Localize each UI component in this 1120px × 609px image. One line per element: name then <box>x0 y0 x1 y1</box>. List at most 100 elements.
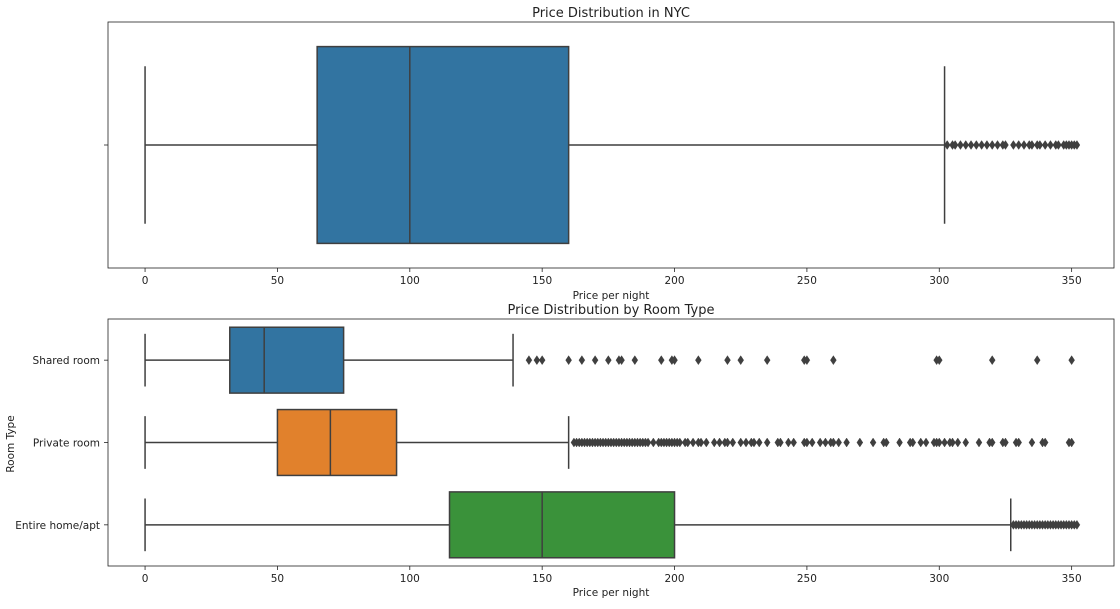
chart-2-x-tick-label: 250 <box>797 573 817 585</box>
chart-2-outlier-point <box>1041 437 1049 448</box>
chart-2-outlier-point <box>631 355 639 366</box>
chart-2-outlier-point <box>869 437 877 448</box>
chart-2-x-axis-label: Price per night <box>573 587 650 599</box>
chart-2-outlier-point <box>650 437 657 448</box>
chart-1-outlier-point <box>962 140 969 150</box>
chart-1-x-axis-label: Price per night <box>573 290 650 302</box>
chart-2-x-tick-label: 50 <box>271 573 284 585</box>
chart-2-outlier-point <box>808 437 816 448</box>
chart-1: Price Distribution in NYC Price per nigh… <box>104 6 1115 302</box>
chart-2-outlier-point <box>941 437 948 448</box>
chart-1-outlier-point <box>1036 140 1044 150</box>
chart-2-outlier-point <box>1015 437 1022 448</box>
chart-2-outlier-point <box>742 437 750 448</box>
chart-2-outlier-point <box>618 355 625 366</box>
chart-2-outlier-point <box>1068 355 1075 366</box>
chart-2-outlier-point <box>737 355 744 366</box>
chart-2-outlier-point <box>909 437 917 448</box>
chart-2-outlier-point <box>565 355 572 366</box>
chart-2-outlier-point <box>830 355 837 366</box>
chart-2-outlier-point <box>578 355 586 366</box>
chart-2-x-tick-label: 300 <box>929 573 949 585</box>
chart-2-outlier-point <box>756 437 763 448</box>
chart-2-outlier-point <box>724 437 731 448</box>
chart-2-outlier-point <box>975 437 983 448</box>
chart-2-outlier-point <box>803 437 811 448</box>
chart-2-outlier-point <box>962 437 969 448</box>
chart-2-outlier-point <box>644 437 652 448</box>
chart-2-outlier-point <box>896 437 903 448</box>
chart-2-outlier-point <box>1033 355 1041 366</box>
chart-2-outlier-point <box>954 437 962 448</box>
chart-2-outlier-point <box>1028 437 1036 448</box>
chart-2-outlier-point <box>785 437 792 448</box>
chart-1-x-tick-label: 350 <box>1062 275 1082 287</box>
chart-2-outlier-point <box>729 437 737 448</box>
chart-2-outlier-point <box>936 355 943 366</box>
chart-2-outlier-point <box>703 437 710 448</box>
chart-2-outlier-point <box>763 437 771 448</box>
chart-2-outlier-point <box>605 355 612 366</box>
chart-2-x-tick-label: 350 <box>1062 573 1082 585</box>
chart-2-box <box>276 408 398 477</box>
chart-1-outlier-point <box>1010 140 1017 150</box>
chart-2-outlier-point <box>1073 519 1081 530</box>
chart-2-box <box>229 326 345 394</box>
chart-2-y-tick-label: Entire home/apt <box>15 520 100 532</box>
chart-1-outlier-point <box>1073 140 1081 150</box>
chart-2-outlier-point <box>917 437 924 448</box>
chart-1-outlier-point <box>994 140 1001 150</box>
chart-2-outlier-point <box>988 437 996 448</box>
chart-1-title: Price Distribution in NYC <box>532 6 690 21</box>
chart-2-outlier-point <box>790 437 797 448</box>
chart-1-plot-area: 0 50 100 150 200 250 300 350 <box>104 21 1115 287</box>
chart-2-outlier-point <box>822 437 829 448</box>
chart-2-outlier-point <box>697 437 705 448</box>
chart-1-x-tick-label: 150 <box>532 275 552 287</box>
chart-2-outlier-point <box>750 437 758 448</box>
chart-2-outlier-point <box>533 355 541 366</box>
chart-2-y-axis-label: Room Type <box>5 415 17 472</box>
chart-2-outlier-point <box>1002 437 1009 448</box>
chart-2-outlier-point <box>830 437 837 448</box>
chart-1-outlier-point <box>983 140 991 150</box>
chart-2-x-tick-label: 100 <box>400 573 420 585</box>
chart-1-outlier-point <box>943 140 951 150</box>
chart-2-outlier-point <box>803 355 811 366</box>
chart-2-outlier-point <box>689 437 697 448</box>
chart-2-outlier-point <box>949 437 956 448</box>
chart-2-outlier-point <box>856 437 864 448</box>
chart-2-outlier-point <box>525 355 533 366</box>
chart-1-outlier-point <box>1041 140 1049 150</box>
chart-1-x-tick-label: 250 <box>797 275 817 287</box>
chart-2-x-tick-label: 200 <box>665 573 685 585</box>
chart-2-outlier-point <box>777 437 784 448</box>
chart-1-x-tick-label: 300 <box>929 275 949 287</box>
chart-2-outlier-point <box>695 355 702 366</box>
chart-2-outlier-point <box>883 437 890 448</box>
chart-1-x-tick-label: 50 <box>271 275 284 287</box>
chart-1-outlier-point <box>973 140 980 150</box>
chart-1-x-tick-label: 100 <box>400 275 420 287</box>
chart-1-outlier-point <box>988 140 996 150</box>
chart-2-outlier-point <box>724 355 731 366</box>
chart-2-outlier-point <box>716 437 723 448</box>
chart-2-x-tick-label: 150 <box>532 573 552 585</box>
chart-2-outlier-point <box>1068 437 1075 448</box>
chart-1-outlier-point <box>1055 140 1062 150</box>
chart-2-outlier-point <box>763 355 771 366</box>
chart-2-y-tick-label: Private room <box>33 438 100 450</box>
chart-2-outlier-point <box>591 355 599 366</box>
chart-2-outlier-point <box>835 437 842 448</box>
chart-2-outlier-point <box>658 355 665 366</box>
chart-2-plot-area: 0 50 100 150 200 250 300 350 Shared room Private … <box>15 318 1115 585</box>
chart-2-outlier-point <box>936 437 943 448</box>
chart-1-outlier-point <box>1015 140 1022 150</box>
chart-1-outlier-point <box>1047 140 1054 150</box>
chart-1-outlier-point <box>1020 140 1028 150</box>
chart-2: Price Distribution by Room Type Price pe… <box>5 303 1115 599</box>
chart-1-x-tick-label: 200 <box>665 275 685 287</box>
chart-1-outlier-point <box>1002 140 1009 150</box>
chart-2-title: Price Distribution by Room Type <box>508 303 715 318</box>
chart-2-outlier-point <box>676 437 684 448</box>
